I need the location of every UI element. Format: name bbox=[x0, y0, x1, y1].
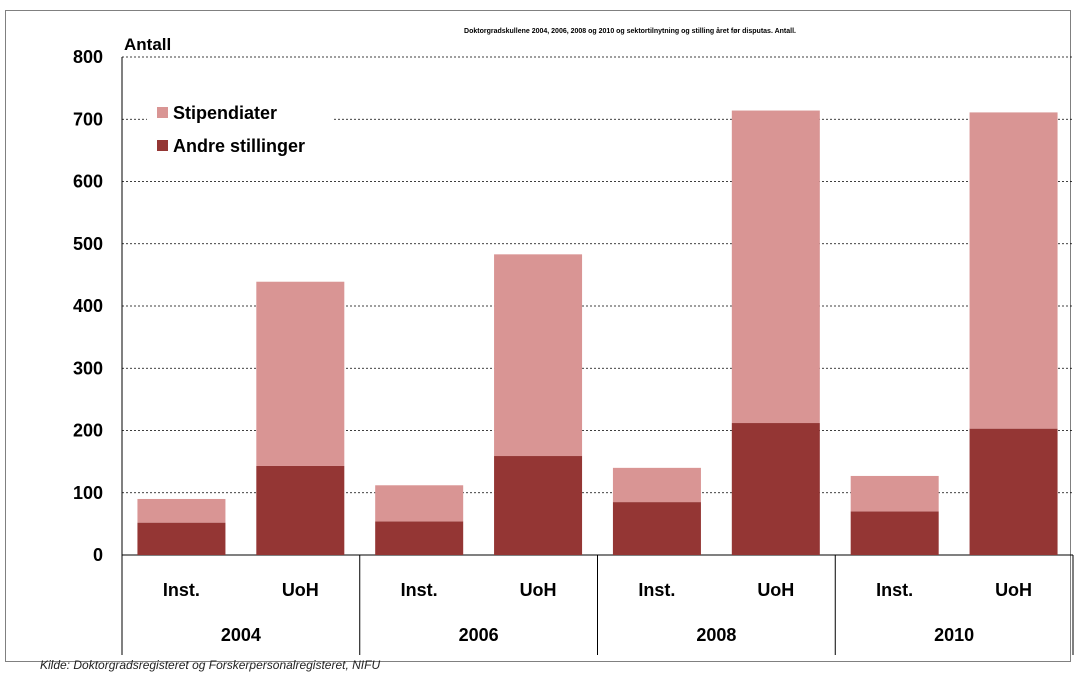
bar-segment bbox=[494, 456, 583, 555]
y-tick-label: 200 bbox=[73, 421, 103, 441]
x-category-label: Inst. bbox=[163, 580, 200, 600]
bar-segment bbox=[612, 502, 701, 555]
y-tick-label: 300 bbox=[73, 358, 103, 378]
chart: Doktorgradskullene 2004, 2006, 2008 og 2… bbox=[73, 27, 1074, 655]
chart-frame bbox=[5, 10, 1071, 662]
chart-title: Doktorgradskullene 2004, 2006, 2008 og 2… bbox=[464, 27, 796, 35]
y-axis-label: Antall bbox=[124, 35, 171, 54]
y-tick-label: 400 bbox=[73, 296, 103, 316]
y-tick-label: 100 bbox=[73, 483, 103, 503]
y-tick-label: 700 bbox=[73, 109, 103, 129]
legend-label: Andre stillinger bbox=[173, 136, 305, 156]
y-tick-label: 0 bbox=[93, 545, 103, 565]
x-category-label: UoH bbox=[282, 580, 319, 600]
bar-segment bbox=[375, 485, 464, 522]
legend-background bbox=[147, 96, 333, 162]
bar-segment bbox=[256, 465, 345, 555]
legend-swatch bbox=[157, 140, 168, 151]
bar-segment bbox=[731, 423, 820, 555]
x-group-label: 2006 bbox=[459, 625, 499, 645]
y-tick-label: 500 bbox=[73, 234, 103, 254]
y-tick-label: 600 bbox=[73, 172, 103, 192]
x-category-label: Inst. bbox=[401, 580, 438, 600]
bar-segment bbox=[256, 281, 345, 466]
bar-segment bbox=[612, 467, 701, 503]
bar-segment bbox=[969, 428, 1058, 555]
x-group-label: 2004 bbox=[221, 625, 261, 645]
x-category-label: UoH bbox=[757, 580, 794, 600]
legend-label: Stipendiater bbox=[173, 103, 277, 123]
bar-segment bbox=[375, 521, 464, 555]
bar-segment bbox=[850, 511, 939, 555]
x-category-label: UoH bbox=[995, 580, 1032, 600]
legend-swatch bbox=[157, 107, 168, 118]
bar-segment bbox=[137, 498, 226, 523]
bar-segment bbox=[137, 522, 226, 555]
x-category-label: Inst. bbox=[638, 580, 675, 600]
y-tick-label: 800 bbox=[73, 47, 103, 67]
x-category-label: UoH bbox=[520, 580, 557, 600]
x-category-label: Inst. bbox=[876, 580, 913, 600]
bar-segment bbox=[731, 110, 820, 424]
x-group-label: 2010 bbox=[934, 625, 974, 645]
source-note: Kilde: Doktorgradsregisteret og Forskerp… bbox=[40, 658, 381, 672]
bar-segment bbox=[850, 475, 939, 512]
x-group-label: 2008 bbox=[696, 625, 736, 645]
bar-segment bbox=[494, 254, 583, 457]
bar-segment bbox=[969, 112, 1058, 429]
